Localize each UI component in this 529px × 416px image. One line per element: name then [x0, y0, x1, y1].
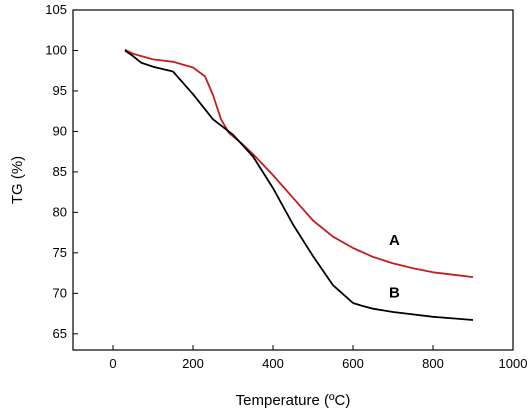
y-tick-label: 100	[45, 42, 67, 57]
y-axis-title: TG (%)	[9, 156, 26, 204]
y-tick-label: 80	[53, 204, 67, 219]
series-lines	[124, 48, 474, 321]
x-tick-label: 1000	[499, 356, 528, 371]
series-line-a	[124, 48, 474, 278]
series-label-b: B	[389, 284, 400, 301]
y-tick-label: 105	[45, 2, 67, 17]
x-tick-label: 600	[342, 356, 364, 371]
y-tick-label: 70	[53, 285, 67, 300]
series-labels: AB	[389, 232, 400, 302]
plot-frame	[72, 9, 514, 351]
x-tick-label: 800	[422, 356, 444, 371]
axis-ticks: 0 200 400 600 800 1000 65 70 75 80 85 90 95 100 105	[45, 2, 527, 371]
y-tick-label: 90	[53, 123, 67, 138]
y-tick-label: 75	[53, 245, 67, 260]
series-label-a: A	[389, 232, 400, 249]
series-line-b	[124, 49, 474, 321]
y-tick-label: 95	[53, 83, 67, 98]
x-tick-label: 0	[109, 356, 116, 371]
x-axis-title: Temperature (ºC)	[236, 392, 351, 409]
x-tick-label: 400	[262, 356, 284, 371]
y-tick-label: 85	[53, 164, 67, 179]
x-tick-label: 200	[182, 356, 204, 371]
y-tick-label: 65	[53, 326, 67, 341]
